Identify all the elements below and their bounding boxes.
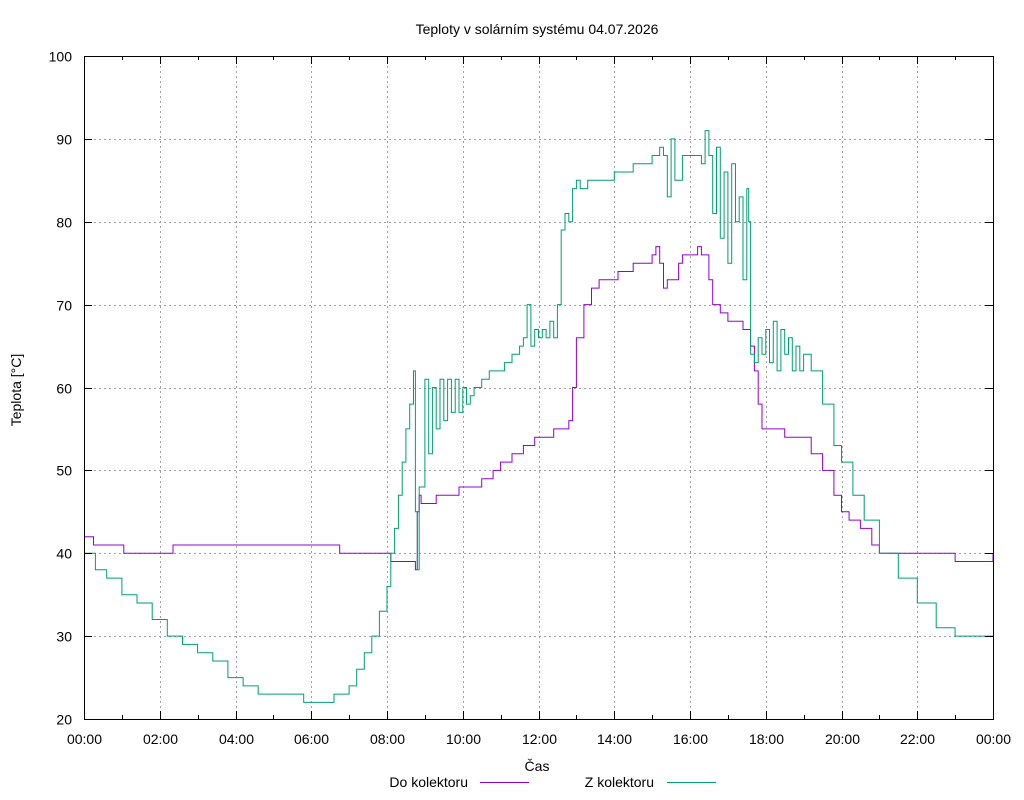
y-tick-label: 80 [56,215,72,231]
legend-label: Do kolektoru [389,774,468,790]
y-axis-label: Teplota [°C] [8,354,24,427]
y-tick-label: 100 [49,49,73,65]
y-tick-label: 40 [56,546,72,562]
x-tick-label: 22:00 [900,731,935,747]
chart-title: Teploty v solárním systému 04.07.2026 [416,21,659,37]
y-tick-label: 20 [56,712,72,728]
series-line-z-kolektoru [84,130,993,703]
x-tick-label: 02:00 [143,731,178,747]
x-tick-label: 06:00 [294,731,329,747]
legend-label: Z kolektoru [585,774,654,790]
x-tick-label: 14:00 [597,731,632,747]
legend: Do kolektoru Z kolektoru [389,774,716,790]
x-tick-label: 00:00 [67,731,102,747]
y-tick-label: 60 [56,381,72,397]
x-tick-label: 20:00 [825,731,860,747]
x-tick-label: 12:00 [522,731,557,747]
x-tick-label: 08:00 [370,731,405,747]
x-tick-label: 00:00 [976,731,1011,747]
y-tick-label: 30 [56,629,72,645]
y-tick-label: 90 [56,132,72,148]
x-tick-label: 10:00 [446,731,481,747]
series-layer [84,130,994,703]
x-tick-label: 04:00 [219,731,254,747]
x-tick-label: 18:00 [749,731,784,747]
y-tick-label: 70 [56,298,72,314]
x-tick-label: 16:00 [673,731,708,747]
x-axis-label: Čas [525,758,550,774]
axis-ticks: 20 30 40 50 60 70 80 90 100 00:00 02:00 04:00 06:00 0… [49,49,1012,748]
y-tick-label: 50 [56,463,72,479]
